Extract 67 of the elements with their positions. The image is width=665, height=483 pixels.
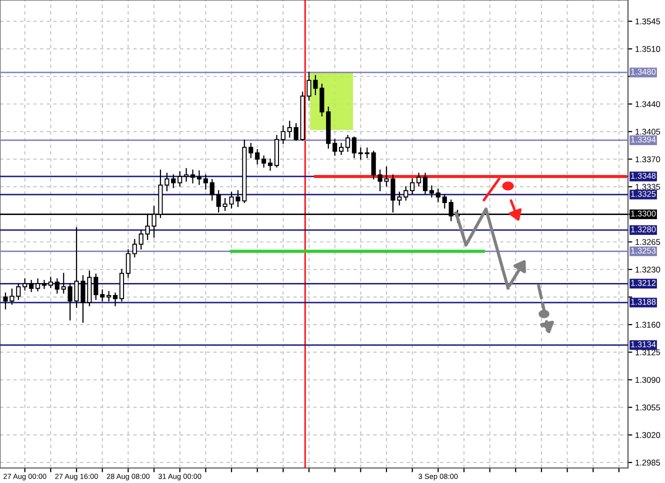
candlestick [410,178,415,194]
y-tick-label: 1.3545 [636,18,660,24]
candlestick [416,172,422,186]
candlestick [255,149,260,164]
ref-line-label: 1.3212 [631,280,656,286]
candlestick [397,192,402,206]
y-tick-label: 1.3160 [636,322,660,328]
candlestick [42,280,47,289]
candlestick [138,230,144,250]
y-tick-label: 1.2985 [636,460,660,466]
y-tick-label: 1.3370 [636,156,660,162]
candlestick [442,194,447,209]
candlestick [126,249,130,278]
candlestick [248,142,254,158]
ref-line-label: 1.3253 [631,248,656,254]
candlestick [106,290,112,302]
candlestick [352,136,356,158]
candlestick [54,278,60,294]
candlestick [436,188,440,202]
y-tick-label: 1.3230 [636,266,660,273]
y-tick-label: 1.3090 [636,376,660,383]
y-tick-label: 1.3020 [636,432,660,438]
candlestick [345,134,350,152]
ref-line-label: 1.3348 [631,172,656,179]
candlestick [112,292,118,306]
candlestick [61,272,66,294]
candlestick [171,174,176,188]
candlestick [429,185,434,198]
candlestick [268,158,273,171]
candlestick [178,171,182,186]
candlestick [16,283,21,300]
candlestick [22,278,28,290]
candlestick [196,170,202,185]
candlestick [320,84,324,116]
candlestick [100,289,105,302]
candlestick [94,274,98,300]
candlestick [332,138,338,156]
candlestick [287,120,292,138]
ref-line-label: 1.3188 [631,298,656,305]
y-tick-label: 1.3265 [636,239,660,245]
candlestick [210,179,214,201]
ref-line-label: 1.3480 [631,68,656,75]
candlestick [404,186,408,201]
candlestick [364,148,370,158]
y-tick-label: 1.3405 [636,128,660,135]
y-tick-label: 1.3055 [636,404,660,410]
y-tick-label: 1.3440 [636,101,660,108]
candlestick [358,148,363,160]
ref-line-label: 1.3134 [631,341,656,348]
candlestick [203,174,208,190]
candlestick [338,142,344,155]
y-tick-label: 1.3125 [636,349,660,356]
candlestick [29,280,34,292]
candlestick [35,278,40,292]
candlestick [184,168,189,182]
ref-line-label: 1.3394 [631,136,656,142]
ref-line-label: 1.3280 [631,226,656,232]
candlestick [422,172,428,194]
ref-line-label: 1.3300 [631,210,656,217]
candlestick [190,170,196,184]
candlestick [262,155,266,168]
candlestick [48,276,53,288]
y-tick-label: 1.3335 [636,184,660,190]
candlestick [132,238,137,258]
ref-line-label: 1.3325 [631,190,656,197]
candlestick [280,126,286,144]
y-tick-label: 1.3510 [636,46,660,52]
